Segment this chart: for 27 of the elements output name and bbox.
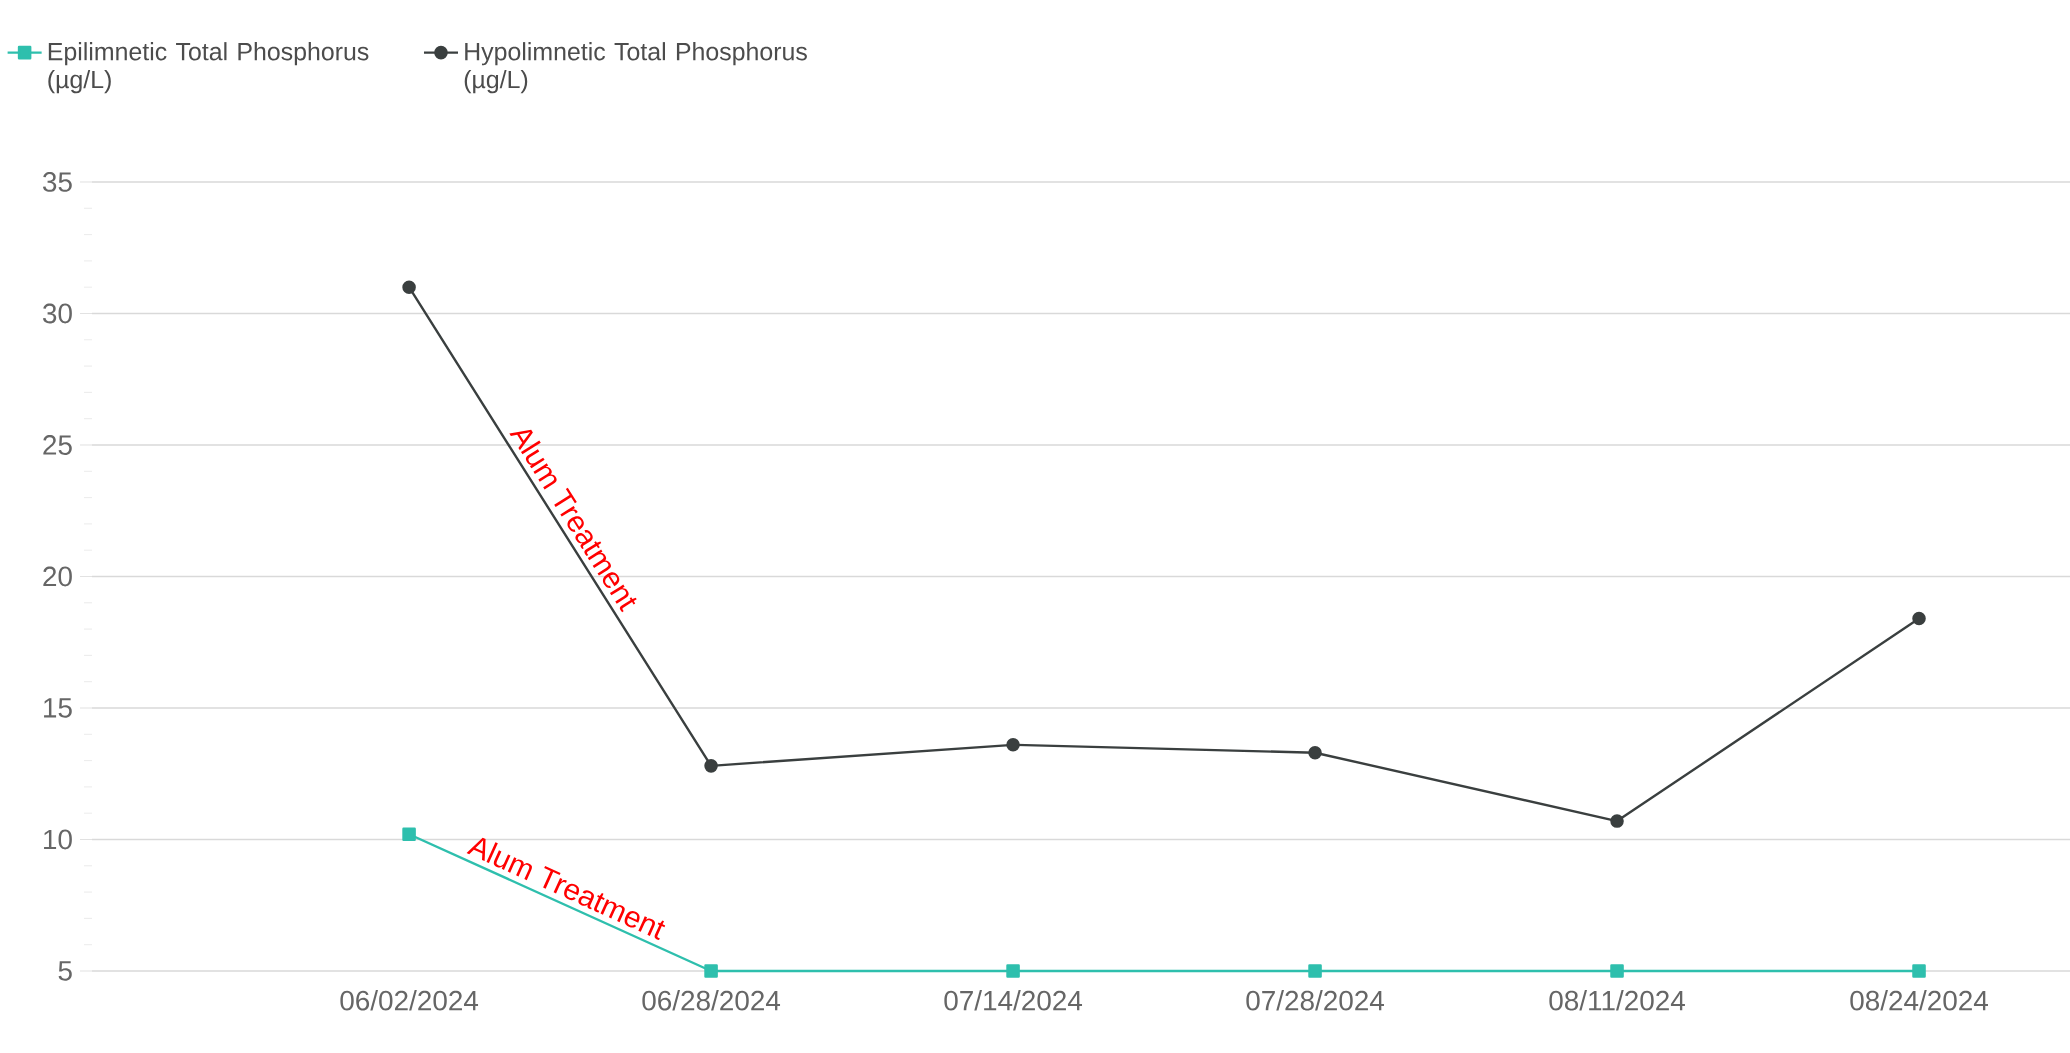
y-tick-label: 30 (42, 303, 72, 324)
x-tick-label: 08/11/2024 (1549, 990, 1685, 1011)
point (1610, 964, 1624, 978)
y-tick-label: 35 (42, 172, 72, 192)
point (402, 827, 416, 842)
point (1308, 964, 1322, 978)
point (1912, 964, 1926, 978)
y-tick-label: 20 (43, 566, 72, 587)
x-tick-label: 07/28/2024 (1246, 990, 1385, 1011)
x-tick-label: 06/28/2024 (642, 990, 781, 1011)
y-tick-label: 25 (43, 435, 72, 455)
point (1610, 814, 1624, 828)
point (1308, 745, 1322, 760)
x-tick-label: 06/02/2024 (340, 990, 479, 1011)
y-tick-label: 5 (58, 961, 72, 981)
y-tick-label: 10 (44, 829, 72, 850)
x-tick-label: 08/24/2024 (1850, 990, 1988, 1011)
legend-label: Epilimnetic Total Phosphorus (µg/L) (48, 42, 369, 94)
y-tick-label: 15 (44, 698, 72, 718)
point (1006, 964, 1020, 978)
point (704, 759, 718, 773)
point (1912, 611, 1926, 626)
point (1006, 738, 1020, 752)
legend-label: Hypolimnetic Total Phosphorus (µg/L) (464, 42, 807, 94)
x-tick-label: 07/14/2024 (944, 990, 1083, 1011)
point (402, 280, 416, 294)
point (704, 964, 718, 978)
